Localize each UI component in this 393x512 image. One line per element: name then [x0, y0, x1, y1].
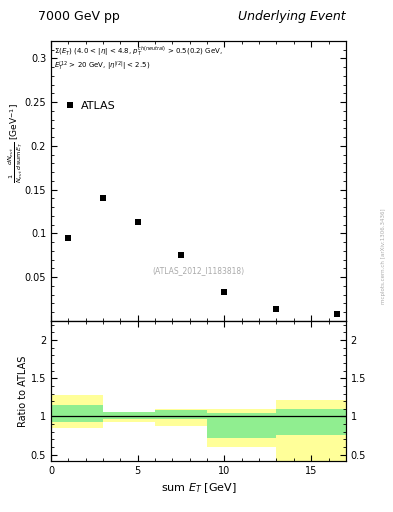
Text: (ATLAS_2012_I1183818): (ATLAS_2012_I1183818): [152, 266, 244, 275]
Text: $\frac{1}{N_{evt}}\frac{dN_{evt}}{d\,\mathrm{sum}\,E_T}$ [GeV$^{-1}$]: $\frac{1}{N_{evt}}\frac{dN_{evt}}{d\,\ma…: [6, 103, 25, 183]
Legend: ATLAS: ATLAS: [60, 97, 120, 116]
Text: Underlying Event: Underlying Event: [238, 10, 346, 23]
Text: mcplots.cern.ch [arXiv:1306.3436]: mcplots.cern.ch [arXiv:1306.3436]: [381, 208, 386, 304]
X-axis label: sum $E_T$ [GeV]: sum $E_T$ [GeV]: [161, 481, 236, 495]
Y-axis label: Ratio to ATLAS: Ratio to ATLAS: [18, 355, 28, 426]
Text: 7000 GeV pp: 7000 GeV pp: [38, 10, 119, 23]
Text: $\Sigma(E_T)$ (4.0 < $|\eta|$ < 4.8, $p_T^{ch(neutral)}$ > 0.5(0.2) GeV,
$E_T^{l: $\Sigma(E_T)$ (4.0 < $|\eta|$ < 4.8, $p_…: [54, 44, 223, 73]
